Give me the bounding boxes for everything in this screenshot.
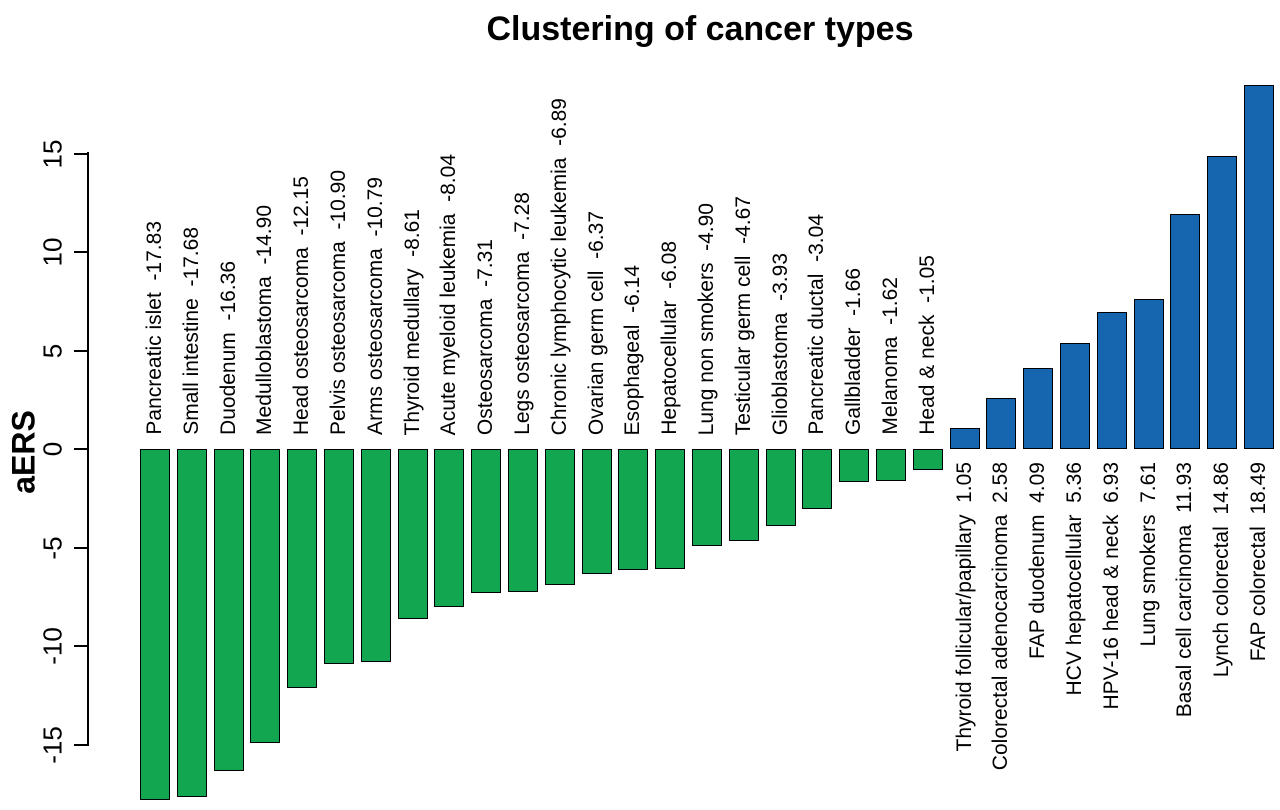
bar-label: Thyroid medullary -8.61: [401, 208, 424, 435]
bar: [1023, 368, 1053, 449]
bar-label: Legs osteosarcoma -7.28: [511, 192, 534, 435]
y-tick-mark: [74, 349, 88, 352]
y-tick-label: -5: [37, 535, 68, 560]
bar: [986, 398, 1016, 449]
bar-label: Esophageal -6.14: [621, 264, 644, 435]
bar-label: Osteosarcoma -7.31: [474, 238, 497, 435]
bar: [618, 449, 648, 570]
bar-label: Testicular germ cell -4.67: [732, 195, 755, 435]
bar: [398, 449, 428, 619]
bar: [1097, 312, 1127, 449]
bar-label: Ovarian germ cell -6.37: [585, 210, 608, 435]
bar: [545, 449, 575, 585]
bar-label: Thyroid follicular/papillary 1.05: [953, 462, 976, 752]
bar: [140, 449, 170, 800]
chart-title: Clustering of cancer types: [486, 10, 914, 48]
bar-label: Small intestine -17.68: [180, 227, 203, 435]
y-tick-label: 15: [37, 139, 68, 168]
bar: [214, 449, 244, 771]
bar: [177, 449, 207, 797]
bar: [287, 449, 317, 688]
y-tick-mark: [74, 448, 88, 450]
bar-label: FAP duodenum 4.09: [1026, 462, 1049, 659]
bar: [250, 449, 280, 743]
bar: [766, 449, 796, 526]
bar: [950, 428, 980, 449]
bar: [508, 449, 538, 592]
y-tick-mark: [74, 645, 88, 647]
bar: [802, 449, 832, 509]
bar: [876, 449, 906, 481]
bar-label: Duodenum -16.36: [217, 261, 240, 435]
y-tick-label: 0: [37, 441, 68, 457]
y-tick-mark: [74, 546, 88, 549]
bar-label: Hepatocellular -6.08: [658, 241, 681, 435]
bar: [1170, 214, 1200, 449]
bar-label: Colorectal adenocarcinoma 2.58: [989, 462, 1012, 771]
bar: [582, 449, 612, 574]
bar: [361, 449, 391, 662]
bar-label: Acute myeloid leukemia -8.04: [437, 153, 460, 435]
bar-label: Chronic lymphocytic leukemia -6.89: [548, 97, 571, 435]
bar-label: Pancreatic islet -17.83: [143, 221, 166, 435]
bar: [1207, 156, 1237, 449]
bar-label: Medulloblastoma -14.90: [253, 205, 276, 435]
y-tick-mark: [74, 743, 88, 746]
bar: [839, 449, 869, 482]
bar-label: Pelvis osteosarcoma -10.90: [327, 170, 350, 435]
bar-label: HCV hepatocellular 5.36: [1063, 462, 1086, 696]
bar-label: Basal cell carcinoma 11.93: [1173, 462, 1196, 718]
bar: [324, 449, 354, 664]
y-tick-mark: [74, 251, 88, 253]
bar-label: Pancreatic ductal -3.04: [805, 214, 828, 435]
bar: [913, 449, 943, 470]
bar: [1060, 343, 1090, 449]
bar: [471, 449, 501, 593]
y-tick-mark: [74, 152, 88, 155]
bar: [434, 449, 464, 607]
bar: [729, 449, 759, 541]
y-tick-label: -10: [37, 627, 68, 665]
y-tick-label: 10: [37, 237, 68, 267]
bar-label: Glioblastoma -3.93: [769, 252, 792, 435]
bar-label: Head osteosarcoma -12.15: [290, 175, 313, 435]
bar: [692, 449, 722, 546]
bar: [655, 449, 685, 569]
bar-label: Melanoma -1.62: [879, 277, 902, 435]
bar-label: Arms osteosarcoma -10.79: [364, 177, 387, 435]
y-axis-line: [87, 152, 89, 746]
bar-label: HPV-16 head & neck 6.93: [1100, 462, 1123, 710]
y-tick-label: -15: [37, 725, 68, 764]
bar: [1244, 85, 1274, 449]
y-tick-label: 5: [37, 343, 68, 358]
bar-label: Lynch colorectal 14.86: [1210, 462, 1233, 678]
bar-label: Lung smokers 7.61: [1137, 462, 1160, 647]
bar-label: FAP colorectal 18.49: [1247, 462, 1270, 662]
bar-label: Lung non smokers -4.90: [695, 202, 718, 435]
bar-label: Gallbladder -1.66: [842, 268, 865, 435]
bar-label: Head & neck -1.05: [916, 255, 939, 435]
bar: [1134, 299, 1164, 449]
